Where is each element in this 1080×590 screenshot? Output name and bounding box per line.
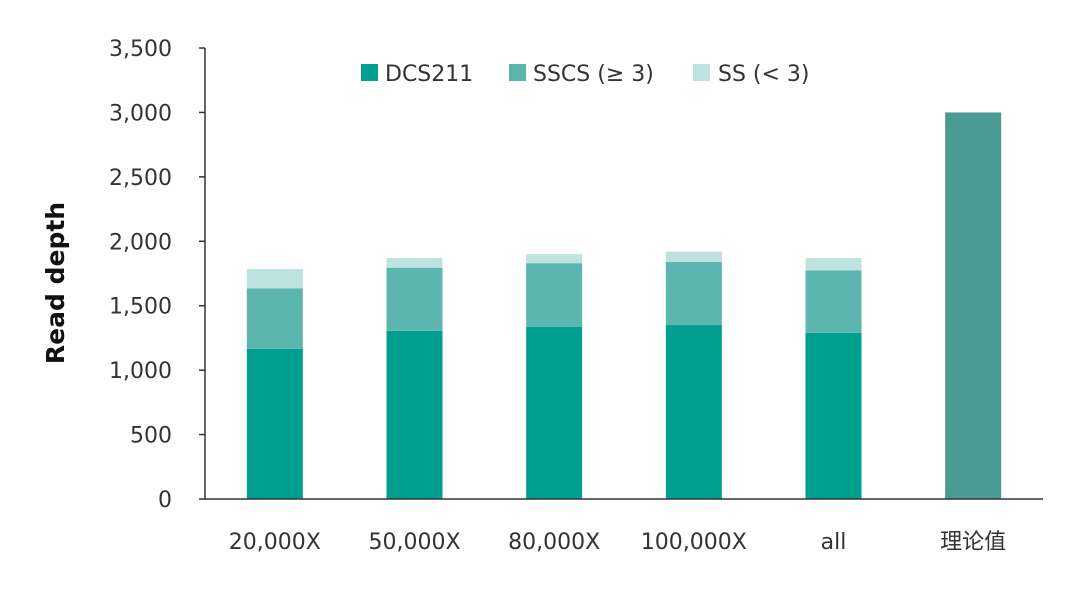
legend-swatch xyxy=(361,64,378,81)
bar-segment-s2-c1 xyxy=(386,258,443,268)
legend-label: SS (< 3) xyxy=(718,62,810,87)
bar-segment-s1-c3 xyxy=(665,261,722,326)
bar-segment-s2-c2 xyxy=(526,254,583,264)
y-tick-label: 0 xyxy=(158,488,172,513)
x-category-label: 理论值 xyxy=(940,530,1006,555)
y-tick-label: 3,000 xyxy=(109,101,172,126)
bar-segment-s1-c2 xyxy=(526,263,583,327)
legend-item-0: DCS211 xyxy=(361,62,473,87)
x-category-label: 20,000X xyxy=(229,530,321,555)
bar-segment-s1-c4 xyxy=(805,270,862,333)
y-tick-label: 1,500 xyxy=(109,295,172,320)
legend-item-2: SS (< 3) xyxy=(693,62,810,87)
y-tick-label: 500 xyxy=(130,424,172,449)
bar-segment-s2-c3 xyxy=(665,251,722,262)
x-category-label: 50,000X xyxy=(368,530,460,555)
x-axis: 20,000X 50,000X 80,000X 100,000X all 理论值 xyxy=(205,498,1043,555)
bar-segment-s2-c0 xyxy=(246,268,303,289)
bar-segment-s1-c1 xyxy=(386,267,443,331)
bar-segment-s0-c0 xyxy=(246,348,303,499)
bar-segment-s2-c4 xyxy=(805,258,862,271)
legend-label: SSCS (≥ 3) xyxy=(533,62,654,87)
y-tick-label: 2,000 xyxy=(109,230,172,255)
bar-segment-s0-c4 xyxy=(805,332,862,499)
bar-segment-s0-c2 xyxy=(526,326,583,499)
y-tick-label: 3,500 xyxy=(109,37,172,62)
bar-segment-s0-c1 xyxy=(386,330,443,499)
bar-segment-s3-c5 xyxy=(945,112,1002,499)
x-category-label: 80,000X xyxy=(508,530,600,555)
x-category-label: all xyxy=(821,530,847,555)
x-category-label: 100,000X xyxy=(641,530,747,555)
y-tick-label: 2,500 xyxy=(109,166,172,191)
y-axis-title: Read depth xyxy=(41,202,70,364)
legend-swatch xyxy=(693,64,710,81)
y-tick-label: 1,000 xyxy=(109,359,172,384)
legend-label: DCS211 xyxy=(385,62,473,87)
legend-swatch xyxy=(509,64,526,81)
bar-segment-s1-c0 xyxy=(246,288,303,349)
legend: DCS211 SSCS (≥ 3) SS (< 3) xyxy=(361,62,810,87)
bars xyxy=(246,112,1002,499)
bar-segment-s0-c3 xyxy=(665,325,722,499)
legend-item-1: SSCS (≥ 3) xyxy=(509,62,654,87)
y-axis: 0 500 1,000 1,500 2,000 2,500 3,000 3,500 xyxy=(109,37,206,513)
